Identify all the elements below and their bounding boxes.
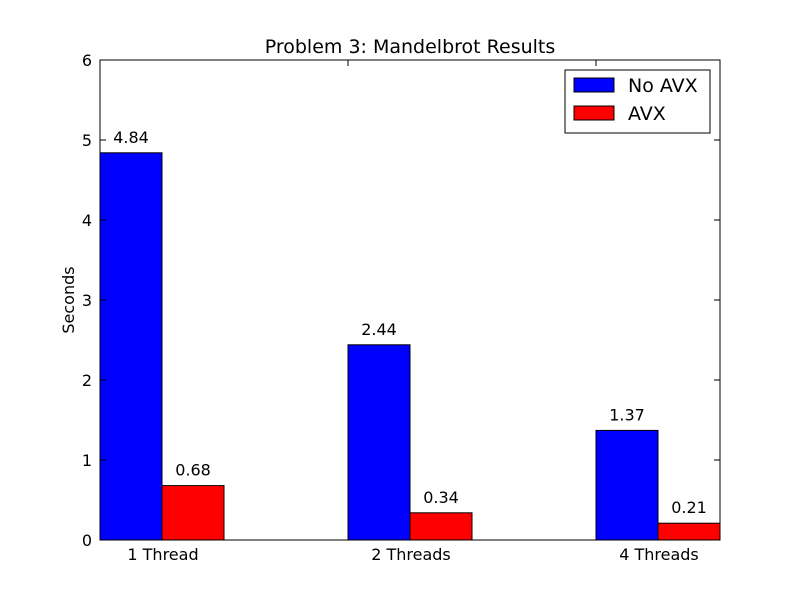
bar-value-label: 2.44: [361, 320, 397, 339]
bar-value-label: 4.84: [113, 128, 149, 147]
y-tick-label: 1: [82, 451, 92, 470]
bar-avx-1: [161, 485, 225, 541]
x-tick-label: 1 Thread: [127, 545, 198, 564]
y-tick-label: 2: [82, 371, 92, 390]
y-axis-label: Seconds: [59, 266, 78, 333]
legend-label: AVX: [628, 103, 666, 125]
y-tick-label: 0: [82, 531, 92, 550]
bar-avx-3: [657, 522, 721, 541]
chart-title: Problem 3: Mandelbrot Results: [265, 36, 556, 58]
legend-swatch-no-avx: [573, 77, 615, 93]
bar-value-label: 0.21: [671, 498, 707, 517]
bar-no-avx-1: [99, 152, 163, 541]
legend: No AVX AVX: [564, 69, 711, 134]
legend-swatch-avx: [573, 105, 615, 121]
bar-no-avx-3: [595, 429, 659, 541]
bar-no-avx-2: [347, 344, 411, 541]
x-tick-label: 2 Threads: [371, 545, 451, 564]
bar-avx-2: [409, 512, 473, 541]
bar-value-label: 0.68: [175, 461, 211, 480]
y-tick-label: 4: [82, 211, 92, 230]
bar-value-label: 1.37: [609, 405, 645, 424]
legend-label: No AVX: [628, 75, 698, 97]
y-tick-label: 3: [82, 291, 92, 310]
y-tick-label: 5: [82, 131, 92, 150]
x-tick-label: 4 Threads: [619, 545, 699, 564]
y-tick-label: 6: [82, 51, 92, 70]
bar-value-label: 0.34: [423, 488, 459, 507]
